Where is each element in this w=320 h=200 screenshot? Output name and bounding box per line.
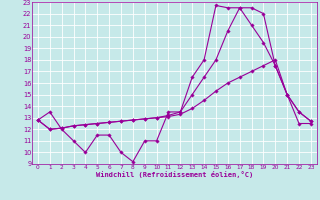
X-axis label: Windchill (Refroidissement éolien,°C): Windchill (Refroidissement éolien,°C) [96, 171, 253, 178]
